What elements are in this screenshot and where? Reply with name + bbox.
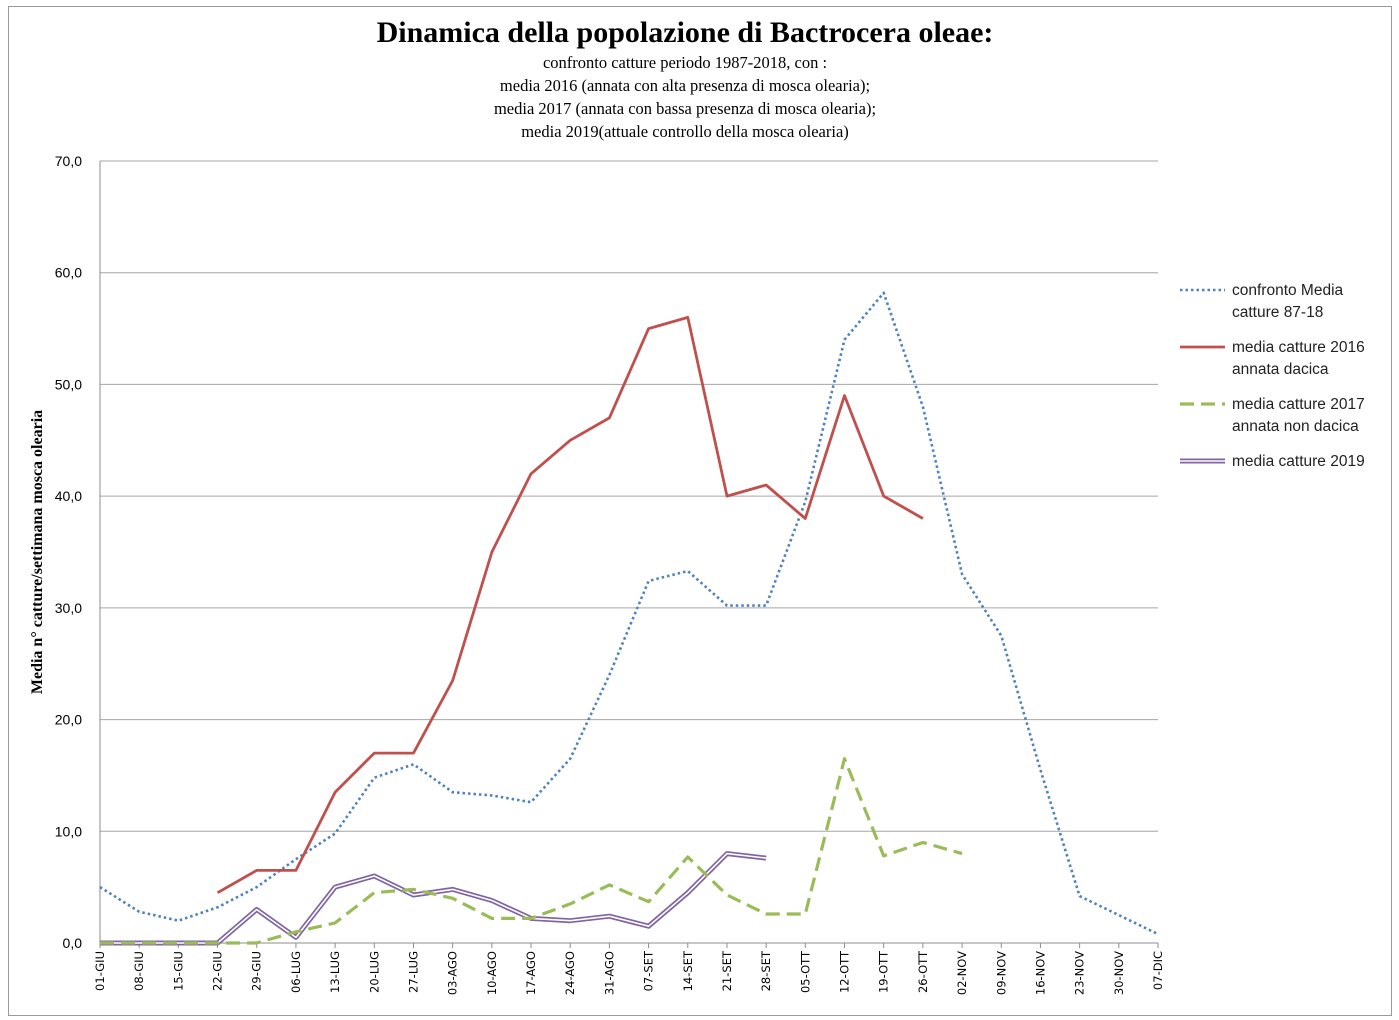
y-tick-label: 20,0 [55,712,82,728]
chart-subtitle-line-1: confronto catture periodo 1987-2018, con… [542,53,828,72]
legend-label-1: media catture 2016 [1232,339,1365,356]
title-block: Dinamica della popolazione di Bactrocera… [9,15,1361,143]
series-line-1 [216,315,924,894]
x-tick-label: 30-NOV [1112,951,1126,995]
x-tick-label: 03-AGO [446,951,460,995]
chart-title: Dinamica della popolazione di Bactrocera… [376,16,994,49]
x-tick-label: 24-AGO [563,951,577,995]
x-tick-label: 29-GIU [250,951,264,991]
legend-label-1: annata dacica [1232,361,1329,378]
x-tick-label: 07-DIC [1151,951,1165,990]
x-tick-label: 19-OTT [877,950,891,993]
y-tick-label: 60,0 [55,265,82,281]
x-tick-label: 23-NOV [1073,951,1087,995]
x-tick-label: 09-NOV [994,951,1008,995]
x-tick-label: 22-GIU [211,951,225,991]
x-tick-label: 13-LUG [328,951,342,993]
x-tick-label: 05-OTT [798,950,812,993]
chart-subtitle-line-4: media 2019(attuale controllo della mosca… [521,122,849,141]
y-tick-label: 30,0 [55,600,82,616]
y-tick-label: 70,0 [55,153,82,169]
x-tick-label: 12-OTT [838,950,852,993]
legend-label-2: annata non dacica [1232,418,1359,435]
x-tick-label: 28-SET [759,950,773,991]
x-tick-label: 07-SET [642,950,656,991]
series-line-0 [99,291,1159,936]
legend-label-3: media catture 2019 [1232,453,1365,470]
x-tick-label: 10-AGO [485,951,499,995]
series-line-2 [100,757,963,945]
y-tick-label: 0,0 [63,935,83,951]
y-tick-label: 10,0 [55,823,82,839]
y-tick-label: 50,0 [55,376,82,392]
x-tick-label: 17-AGO [524,951,538,995]
x-tick-label: 08-GIU [132,951,146,991]
legend-label-0: catture 87-18 [1232,304,1323,321]
chart-subtitle-line-2: media 2016 (annata con alta presenza di … [499,76,871,95]
y-axis-label: Media n° catture/settimana mosca olearia [29,410,46,694]
x-tick-label: 27-LUG [406,951,420,993]
x-tick-label: 31-AGO [602,951,616,995]
chart-frame: Dinamica della popolazione di Bactrocera… [8,6,1392,1016]
chart-subtitle-line-3: media 2017 (annata con bassa presenza di… [493,99,877,118]
y-tick-label: 40,0 [55,488,82,504]
x-tick-label: 20-LUG [367,951,381,993]
x-tick-label: 14-SET [681,950,695,991]
legend-label-2: media catture 2017 [1232,396,1365,413]
x-tick-label: 02-NOV [955,951,969,995]
series-line-3-inner [100,852,767,944]
x-tick-label: 15-GIU [171,951,185,991]
legend-label-0: confronto Media [1232,282,1344,299]
series-line-3-outer [100,851,767,946]
x-tick-label: 06-LUG [289,951,303,993]
x-tick-label: 16-NOV [1033,951,1047,995]
x-tick-label: 01-GIU [93,951,107,991]
x-tick-label: 26-OTT [916,950,930,993]
x-tick-label: 21-SET [720,950,734,991]
